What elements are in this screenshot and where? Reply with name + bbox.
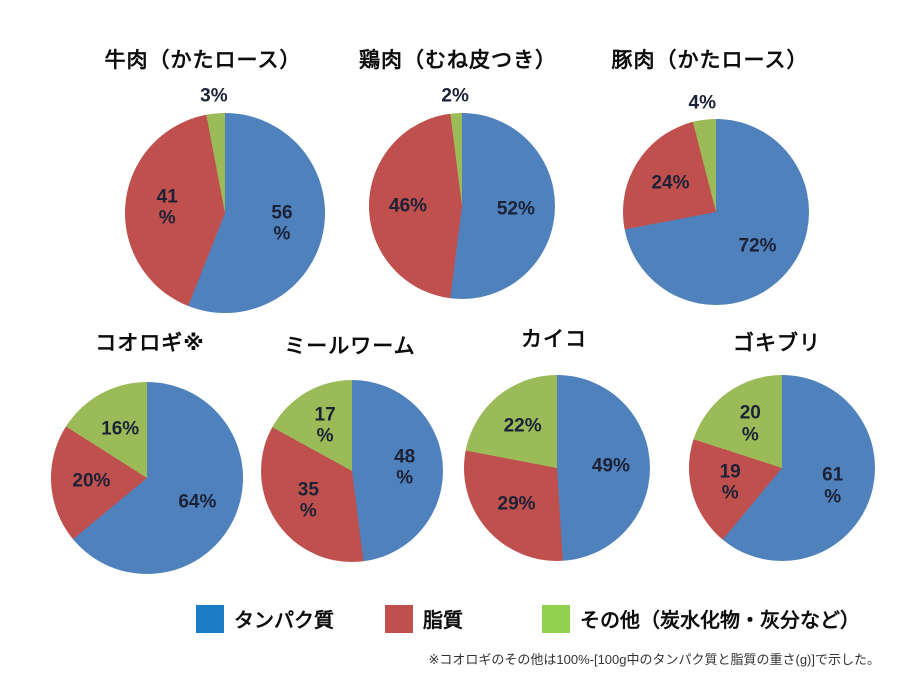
slice-label-silkworm-1: 29%	[497, 493, 536, 515]
pie-title-pork: 豚肉（かたロース）	[611, 49, 809, 72]
slice-label-chicken-0: 52%	[496, 198, 535, 220]
pie-title-chicken: 鶏肉（むね皮つき）	[359, 49, 557, 72]
slice-label-chicken-2: 2%	[441, 85, 469, 107]
slice-label-silkworm-2: 22%	[503, 415, 542, 437]
pie-title-cockroach: ゴキブリ	[733, 332, 821, 355]
slice-label-pork-1: 24%	[651, 172, 690, 194]
legend-item-protein: タンパク質	[196, 604, 334, 633]
slice-label-mealworm-2: 17 %	[314, 404, 336, 447]
slice-label-beef-1: 41 %	[156, 186, 178, 229]
slice-label-cockroach-2: 20 %	[739, 403, 761, 446]
slice-label-cockroach-0: 61 %	[822, 465, 844, 508]
pie-title-beef: 牛肉（かたロース）	[104, 49, 302, 72]
protein-color-swatch-icon	[196, 604, 224, 633]
slice-label-chicken-1: 46%	[389, 195, 428, 217]
other-color-swatch-icon	[542, 604, 570, 633]
pie-title-mealworm: ミールワーム	[284, 335, 416, 358]
slice-label-beef-0: 56 %	[271, 202, 293, 245]
pie-chart-pork: 72% 24% 4%	[623, 93, 809, 305]
slice-label-silkworm-0: 49%	[591, 455, 630, 477]
legend-label-other: その他（炭水化物・灰分など）	[580, 610, 860, 632]
slice-label-pork-0: 72%	[738, 235, 777, 257]
pie-chart-cockroach: 61 % 19 % 20 %	[689, 375, 875, 561]
slice-label-beef-2: 3%	[200, 84, 228, 106]
footnote-text: ※コオロギのその他は100%-[100g中のタンパク質と脂質の重さ(g)]で示し…	[428, 652, 880, 667]
slice-label-cockroach-1: 19 %	[719, 461, 741, 505]
slice-label-mealworm-0: 48 %	[394, 446, 416, 489]
pie-title-cricket: コオロギ※	[95, 332, 205, 355]
pie-title-silkworm: カイコ	[521, 328, 587, 351]
pie-chart-chicken: 52% 46% 2%	[369, 86, 555, 299]
legend-label-fat: 脂質	[423, 610, 463, 632]
legend-item-other: その他（炭水化物・灰分など）	[542, 604, 860, 633]
pie-chart-cricket: 64% 20% 16%	[51, 382, 243, 574]
slice-label-cricket-2: 16%	[101, 418, 140, 440]
pie-chart-silkworm: 49% 29% 22%	[464, 375, 650, 561]
slice-label-cricket-1: 20%	[72, 470, 111, 492]
slice-label-cricket-0: 64%	[178, 491, 217, 513]
pie-chart-beef: 56 % 41 % 3%	[125, 85, 325, 313]
slice-label-mealworm-1: 35 %	[297, 479, 319, 522]
slice-label-pork-2: 4%	[688, 92, 716, 114]
fat-color-swatch-icon	[385, 604, 413, 633]
legend-item-fat: 脂質	[385, 604, 463, 633]
legend-label-protein: タンパク質	[234, 610, 334, 632]
pie-chart-mealworm: 48 % 35 % 17 %	[261, 380, 443, 562]
